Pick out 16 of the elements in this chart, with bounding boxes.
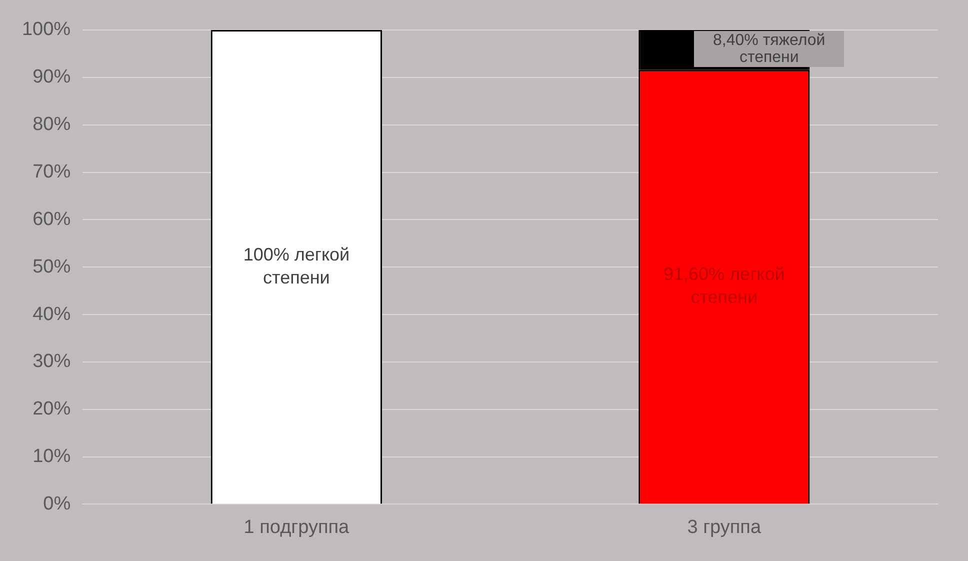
y-tick-label: 40% (32, 304, 71, 325)
y-tick-label: 10% (32, 446, 71, 468)
x-tick-label: 3 группа (687, 516, 762, 538)
y-tick-label: 0% (43, 493, 71, 514)
data-label: 8,40% тяжелой степени (694, 31, 844, 67)
y-tick-label: 60% (32, 208, 71, 230)
y-tick-label: 30% (32, 351, 71, 372)
data-label: 100% легкой степени (243, 244, 350, 288)
data-label: 91,60% легкой степени (664, 264, 785, 308)
y-tick-label: 70% (32, 161, 71, 182)
x-tick-label: 1 подгруппа (244, 516, 350, 538)
y-tick-label: 50% (32, 256, 71, 278)
y-tick-label: 100% (22, 19, 71, 40)
y-tick-label: 20% (32, 398, 71, 420)
y-tick-label: 80% (32, 114, 71, 136)
y-tick-label: 90% (32, 66, 71, 88)
